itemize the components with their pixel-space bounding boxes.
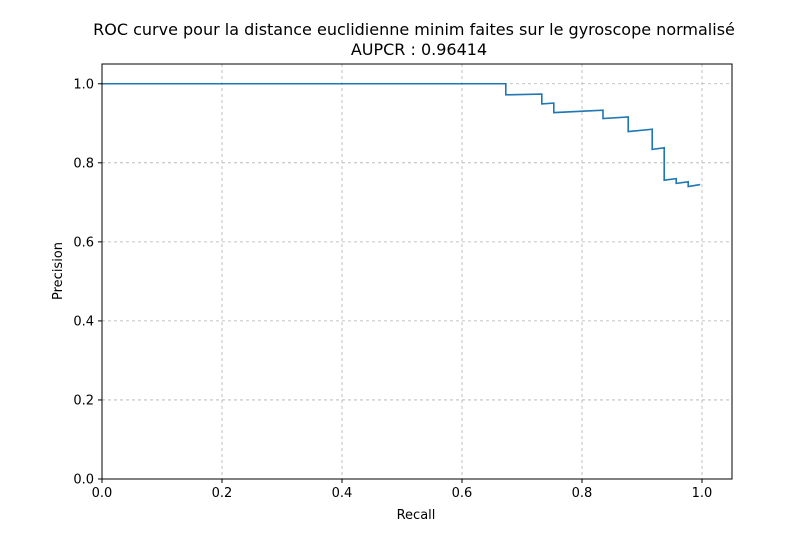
y-tick-label: 0.4 [73,314,94,329]
ticks-layer: 0.0 0.2 0.4 0.6 0.8 1.0 0.0 0.2 0.4 0.6 0.8 1.0 [73,77,712,501]
series-layer [102,82,701,188]
x-tick-label: 1.0 [692,486,713,501]
y-tick-label: 0.8 [73,156,94,171]
x-tick-label: 0.2 [212,486,233,501]
x-tick-label: 0.6 [452,486,473,501]
axes-layer [101,63,733,480]
plot-frame [101,63,733,480]
x-axis-label: Recall [397,508,436,523]
y-tick-label: 0.6 [73,235,94,250]
y-tick-label: 0.0 [73,473,94,488]
x-tick-label: 0.4 [332,486,353,501]
series-line [102,82,701,188]
y-tick-label: 1.0 [73,77,94,92]
chart-title: ROC curve pour la distance euclidienne m… [93,20,735,39]
y-tick-label: 0.2 [73,393,94,408]
y-axis-label: Precision [51,242,66,300]
x-tick-label: 0.8 [572,486,593,501]
x-tick-label: 0.0 [92,486,113,501]
chart-subtitle: AUPCR : 0.96414 [351,40,487,59]
